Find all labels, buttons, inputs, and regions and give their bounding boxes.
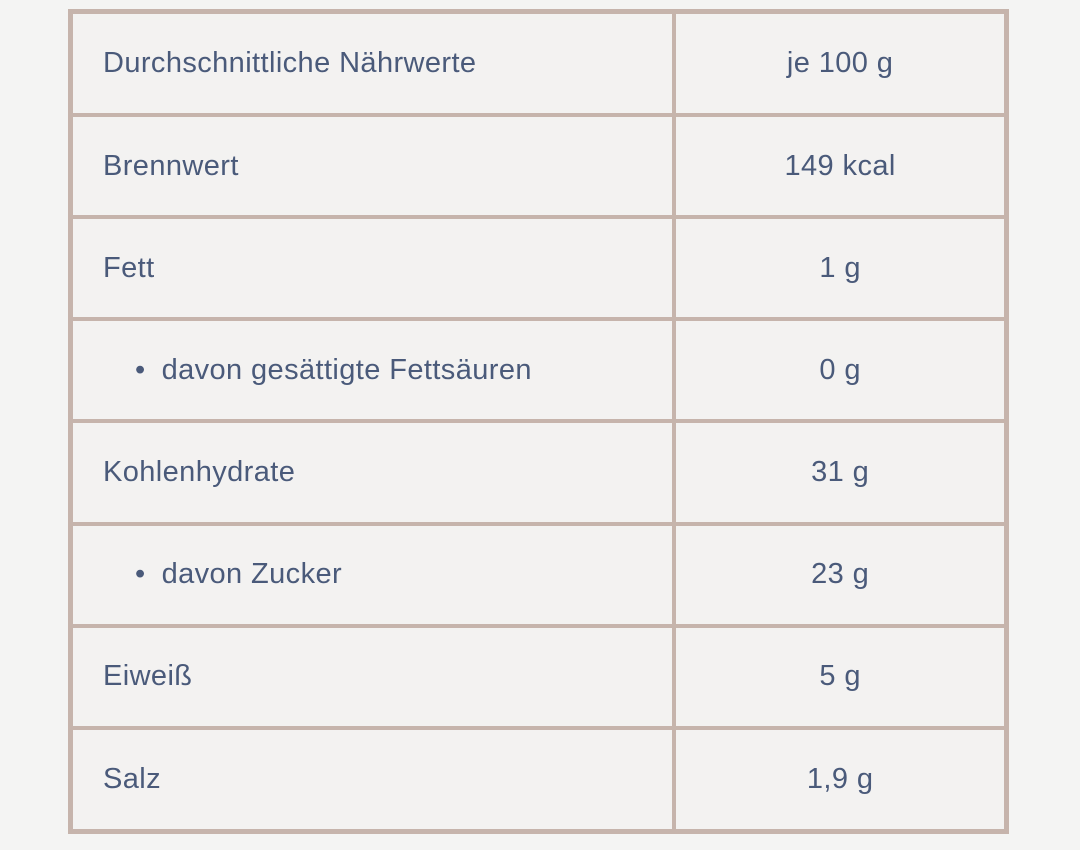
nutrient-label-cell: Salz [68,725,677,834]
nutrient-label-cell: • davon Zucker [68,521,677,628]
table-header-value: je 100 g [672,9,1009,118]
table-header-label: Durchschnittliche Nährwerte [68,9,677,118]
nutrient-value: 1 g [672,215,1009,322]
table-row: Kohlenhydrate 31 g [68,419,1009,526]
table-row: • davon Zucker 23 g [68,521,1009,628]
nutrient-label-cell: • davon gesättigte Fettsäuren [68,317,677,424]
nutrient-value: 5 g [672,623,1009,730]
nutrient-value: 149 kcal [672,113,1009,220]
bullet-icon: • [135,353,146,386]
nutrient-label-cell: Brennwert [68,113,677,220]
nutrient-label: Fett [103,251,155,284]
table-row: • davon gesättigte Fettsäuren 0 g [68,317,1009,424]
nutrient-label: davon Zucker [161,558,343,591]
nutrient-label: Salz [103,762,162,795]
table-row: Salz 1,9 g [68,725,1009,834]
table-row: Brennwert 149 kcal [68,113,1009,220]
nutrient-label: Eiweiß [103,660,193,693]
nutrient-value: 31 g [672,419,1009,526]
nutrition-table: Durchschnittliche Nährwerte je 100 g Bre… [68,9,1009,834]
nutrient-label-cell: Eiweiß [68,623,677,730]
nutrient-value: 1,9 g [672,725,1009,834]
bullet-icon: • [135,558,146,591]
table-row: Fett 1 g [68,215,1009,322]
nutrient-label: Brennwert [103,149,239,182]
nutrient-label-cell: Kohlenhydrate [68,419,677,526]
nutrient-value: 0 g [672,317,1009,424]
nutrient-value: 23 g [672,521,1009,628]
nutrient-label-cell: Fett [68,215,677,322]
table-row: Eiweiß 5 g [68,623,1009,730]
nutrient-label: Kohlenhydrate [103,456,296,489]
table-header-row: Durchschnittliche Nährwerte je 100 g [68,9,1009,118]
nutrient-label: davon gesättigte Fettsäuren [161,353,532,386]
